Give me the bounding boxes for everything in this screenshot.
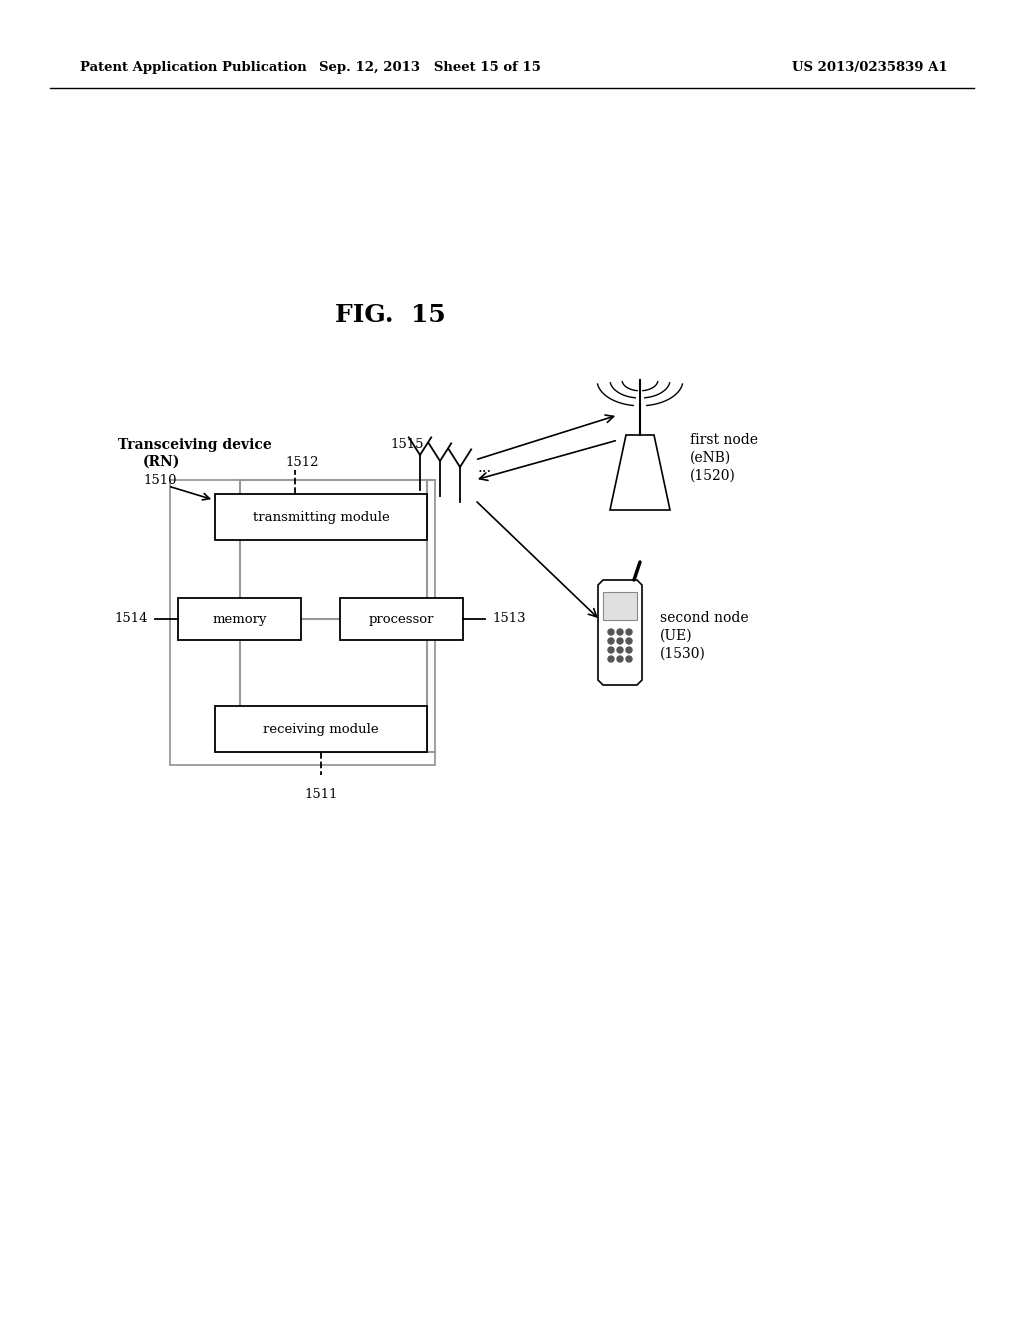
Text: (1520): (1520): [690, 469, 736, 483]
Text: (eNB): (eNB): [690, 451, 731, 465]
Text: 1510: 1510: [143, 474, 176, 487]
Text: receiving module: receiving module: [263, 722, 379, 735]
Text: 1513: 1513: [492, 612, 525, 626]
Circle shape: [608, 630, 614, 635]
Circle shape: [626, 638, 632, 644]
Text: US 2013/0235839 A1: US 2013/0235839 A1: [793, 62, 948, 74]
Text: second node: second node: [660, 611, 749, 624]
Text: first node: first node: [690, 433, 758, 447]
Bar: [215, 706, 427, 752]
Circle shape: [617, 630, 623, 635]
Text: 1514: 1514: [115, 612, 148, 626]
Text: transmitting module: transmitting module: [253, 511, 389, 524]
Text: 1515: 1515: [390, 438, 424, 451]
Bar: [170, 480, 435, 766]
Circle shape: [608, 638, 614, 644]
Bar: [215, 494, 427, 540]
Circle shape: [617, 647, 623, 653]
Polygon shape: [598, 579, 642, 685]
Circle shape: [626, 656, 632, 663]
Text: processor: processor: [369, 612, 434, 626]
Circle shape: [608, 647, 614, 653]
Bar: [178, 598, 301, 640]
Polygon shape: [610, 436, 670, 510]
Text: (RN): (RN): [143, 455, 180, 469]
Circle shape: [626, 630, 632, 635]
Text: memory: memory: [212, 612, 266, 626]
Text: (UE): (UE): [660, 630, 692, 643]
Text: ...: ...: [478, 461, 493, 475]
Text: Transceiving device: Transceiving device: [118, 438, 271, 451]
Text: 1511: 1511: [304, 788, 338, 801]
Text: Patent Application Publication: Patent Application Publication: [80, 62, 307, 74]
Text: FIG.  15: FIG. 15: [335, 304, 445, 327]
Circle shape: [617, 656, 623, 663]
Circle shape: [626, 647, 632, 653]
Circle shape: [617, 638, 623, 644]
Bar: [603, 591, 637, 620]
Text: Sep. 12, 2013   Sheet 15 of 15: Sep. 12, 2013 Sheet 15 of 15: [319, 62, 541, 74]
Text: 1512: 1512: [285, 455, 318, 469]
Text: (1530): (1530): [660, 647, 706, 661]
Circle shape: [608, 656, 614, 663]
Bar: [340, 598, 463, 640]
